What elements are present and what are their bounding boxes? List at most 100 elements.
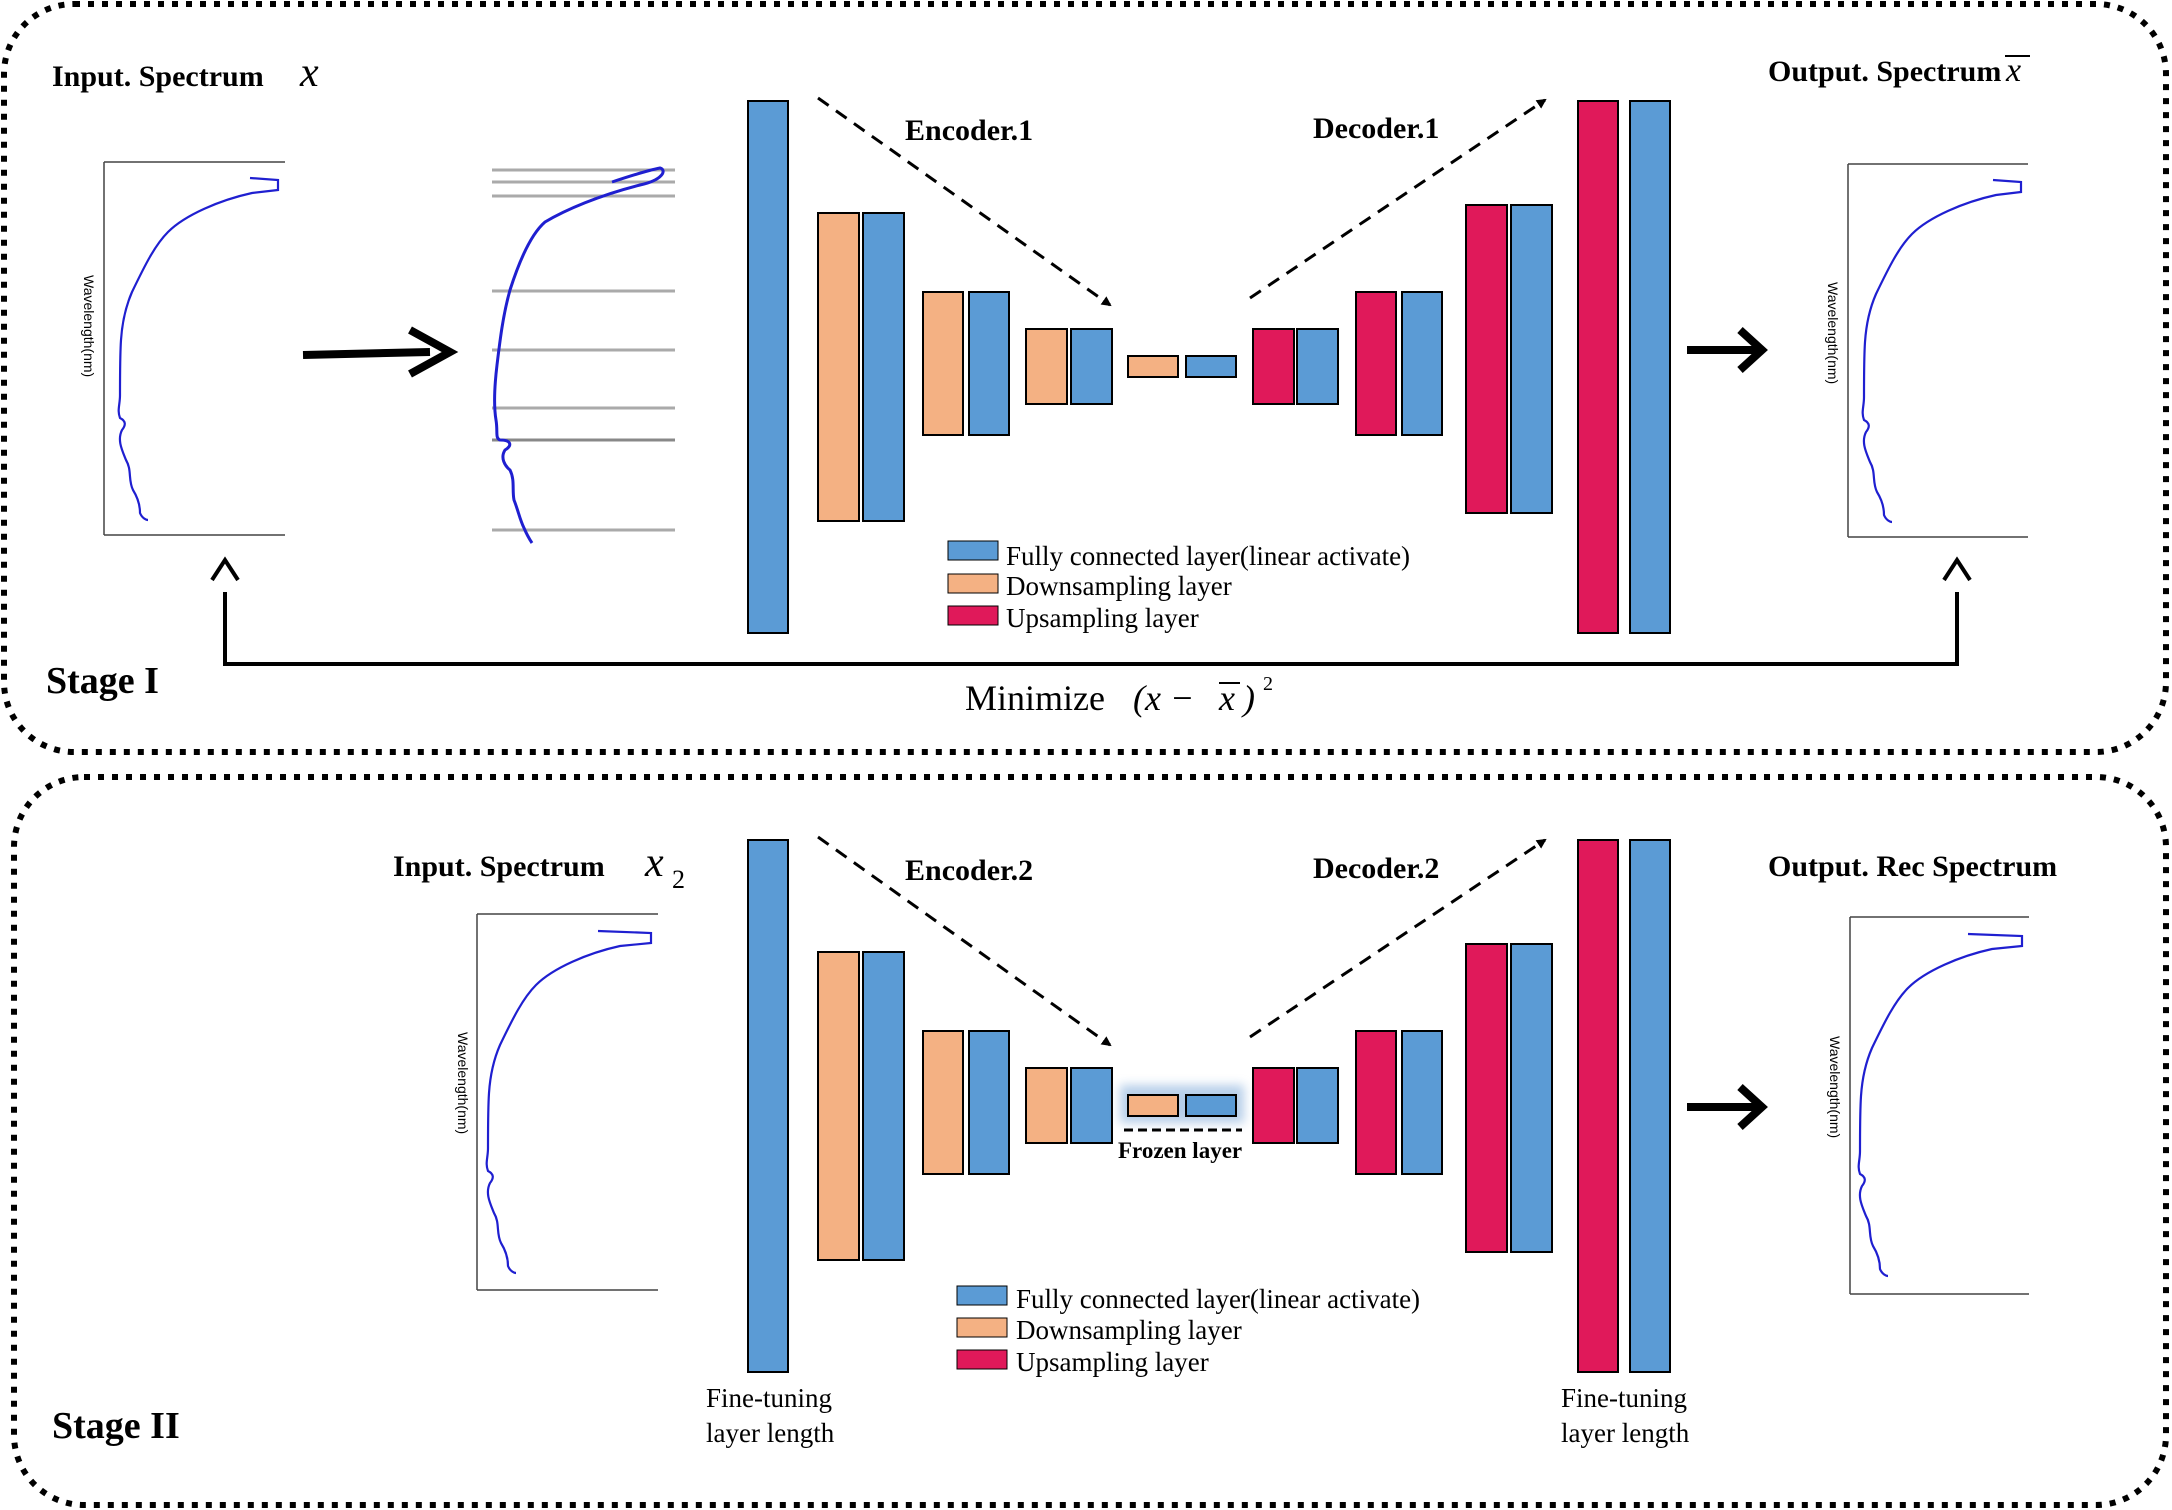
stage2-panel xyxy=(11,774,2169,1508)
svg-text:x: x xyxy=(1218,678,1235,718)
stage2-input-title: Input. Spectrum xyxy=(393,850,605,883)
stage2-network: Frozen layer xyxy=(747,839,1671,1373)
upsampling-layer xyxy=(1355,1030,1397,1175)
svg-text:2: 2 xyxy=(672,865,685,894)
stage1-legend: Fully connected layer(linear activate) D… xyxy=(947,540,1410,633)
legend-label: Upsampling layer xyxy=(1006,603,1199,633)
encoder-arrow xyxy=(817,96,1112,307)
fully-connected-layer xyxy=(1185,355,1237,378)
legend-label: Upsampling layer xyxy=(1016,1347,1209,1377)
legend-swatch-fully-connected xyxy=(956,1285,1008,1306)
legend-swatch-downsampling xyxy=(947,573,999,594)
stage2-output-title: Output. Rec Spectrum xyxy=(1768,850,2057,883)
fully-connected-layer xyxy=(1070,1067,1113,1144)
fully-connected-layer xyxy=(1070,328,1113,405)
fully-connected-layer xyxy=(968,1030,1010,1175)
decoder-arrow xyxy=(1249,838,1547,1039)
downsampling-layer xyxy=(1025,1067,1068,1144)
upsampling-layer xyxy=(1465,204,1508,514)
finetune-left-line2: layer length xyxy=(706,1418,835,1448)
downsampling-layer xyxy=(1127,1094,1179,1117)
upsampling-layer xyxy=(1465,943,1508,1253)
fully-connected-layer xyxy=(1296,1067,1339,1144)
upsampling-layer xyxy=(1577,839,1619,1373)
fully-connected-layer xyxy=(747,839,789,1373)
fully-connected-layer xyxy=(1296,328,1339,405)
legend-swatch-upsampling xyxy=(947,605,999,626)
stage1-input-title: Input. Spectrum xyxy=(52,60,264,93)
stage1-input-symbol: x xyxy=(299,50,319,96)
stage1-network xyxy=(747,100,1671,634)
downsampling-layer xyxy=(817,212,860,522)
frozen-layer-group: Frozen layer xyxy=(1118,1085,1244,1163)
encoder-label: Encoder.2 xyxy=(905,854,1033,887)
legend-label: Fully connected layer(linear activate) xyxy=(1006,541,1410,571)
legend-swatch-upsampling xyxy=(956,1349,1008,1370)
stage1-output-arrow xyxy=(1687,327,1768,373)
stage1-input-spectrum-plot: Wavelength(nm) xyxy=(81,161,285,536)
loss-formula: Minimize (x − x ) 2 xyxy=(965,673,1273,718)
fully-connected-layer xyxy=(968,291,1010,436)
stage1-output-spectrum-plot: Wavelength(nm) xyxy=(1825,163,2028,538)
axis-label: Wavelength(nm) xyxy=(81,275,97,377)
svg-text:): ) xyxy=(1241,678,1255,718)
stage2-output-arrow xyxy=(1687,1084,1768,1130)
legend-label: Downsampling layer xyxy=(1016,1315,1242,1345)
downsampling-layer xyxy=(1025,328,1068,405)
upsampling-layer xyxy=(1355,291,1397,436)
stage2-input-spectrum-plot: Wavelength(nm) xyxy=(455,913,658,1291)
fully-connected-layer xyxy=(1629,839,1671,1373)
fully-connected-layer xyxy=(747,100,789,634)
svg-text:x: x xyxy=(644,840,664,886)
stage2-output-spectrum-plot: Wavelength(nm) xyxy=(1827,916,2029,1295)
spectrum-line xyxy=(1857,932,2024,1278)
upsampling-layer xyxy=(1577,100,1619,634)
svg-text:2: 2 xyxy=(1263,673,1273,695)
encoder-arrow xyxy=(817,835,1112,1047)
stage1-label: Stage I xyxy=(46,660,159,702)
stage1-preprocess-arrow xyxy=(302,326,459,378)
svg-text:(x −: (x − xyxy=(1133,678,1194,718)
finetune-right-line1: Fine-tuning xyxy=(1561,1383,1687,1413)
upsampling-layer xyxy=(1252,1067,1295,1144)
encoder-label: Encoder.1 xyxy=(905,114,1033,147)
spectrum-line xyxy=(117,176,280,522)
stage1-output-symbol: x xyxy=(2005,52,2030,89)
svg-text:Minimize: Minimize xyxy=(965,678,1105,718)
decoder-label: Decoder.2 xyxy=(1313,852,1439,885)
fully-connected-layer xyxy=(1629,100,1671,634)
fully-connected-layer xyxy=(862,951,905,1261)
legend-swatch-downsampling xyxy=(956,1317,1008,1338)
axis-label: Wavelength(nm) xyxy=(1827,1036,1843,1138)
fully-connected-layer xyxy=(862,212,905,522)
legend-label: Fully connected layer(linear activate) xyxy=(1016,1284,1420,1314)
downsampling-layer xyxy=(922,1030,964,1175)
downsampling-layer xyxy=(817,951,860,1261)
fully-connected-layer xyxy=(1401,1030,1443,1175)
axis-label: Wavelength(nm) xyxy=(1825,282,1841,384)
downsampling-layer xyxy=(1127,355,1179,378)
finetune-right-line2: layer length xyxy=(1561,1418,1690,1448)
stage2-input-symbol: x 2 xyxy=(644,840,685,894)
decoder-arrow xyxy=(1249,98,1547,300)
finetune-left-line1: Fine-tuning xyxy=(706,1383,832,1413)
stage1-output-title: Output. Spectrum xyxy=(1768,55,2001,88)
stage2-legend: Fully connected layer(linear activate) D… xyxy=(956,1284,1420,1377)
stage2-label: Stage II xyxy=(52,1405,180,1447)
svg-text:x: x xyxy=(2005,52,2021,89)
legend-swatch-fully-connected xyxy=(947,540,999,561)
upsampling-layer xyxy=(1252,328,1295,405)
spectrum-line xyxy=(493,166,665,544)
spectrum-line xyxy=(1861,178,2023,524)
decoder-label: Decoder.1 xyxy=(1313,112,1439,145)
downsampling-layer xyxy=(922,291,964,436)
fully-connected-layer xyxy=(1185,1094,1237,1117)
stage1-panel xyxy=(1,1,2169,755)
axis-label: Wavelength(nm) xyxy=(455,1032,471,1134)
frozen-layer-label: Frozen layer xyxy=(1118,1138,1242,1163)
fully-connected-layer xyxy=(1510,204,1553,514)
fully-connected-layer xyxy=(1510,943,1553,1253)
stage1-loss-loop xyxy=(210,556,1972,666)
fully-connected-layer xyxy=(1401,291,1443,436)
